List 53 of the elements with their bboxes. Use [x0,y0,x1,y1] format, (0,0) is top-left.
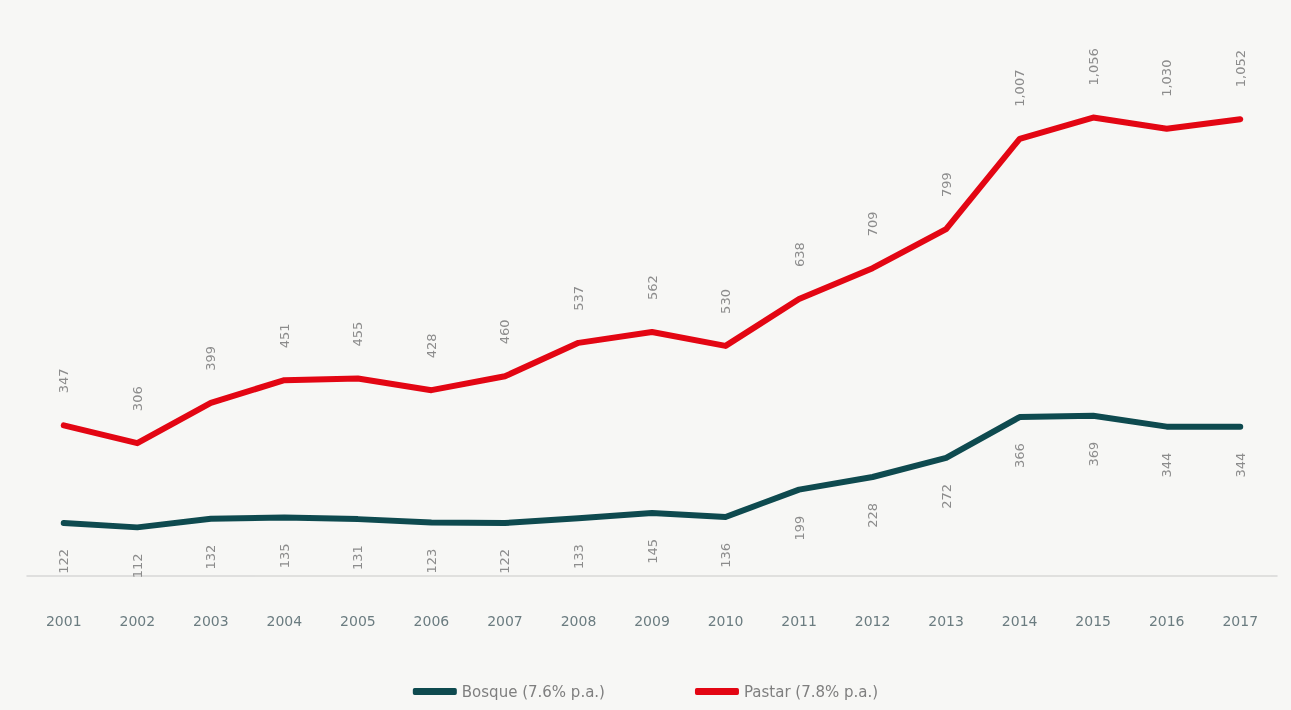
data-label: 122 [56,549,72,574]
data-label: 451 [276,323,292,349]
data-label: 347 [56,368,72,394]
x-tick-label: 2017 [1222,613,1259,629]
data-label: 344 [1232,452,1248,478]
data-label: 1,007 [1012,69,1028,107]
x-tick-label: 2016 [1148,613,1185,629]
data-label: 1,030 [1159,59,1175,97]
data-label: 366 [1012,443,1028,468]
x-tick-label: 2004 [266,613,303,629]
data-label: 306 [129,386,145,412]
x-tick-label: 2008 [560,613,597,629]
data-label: 199 [791,515,807,541]
data-label: 131 [350,545,366,570]
data-label: 228 [865,503,881,528]
data-label: 709 [865,211,881,237]
legend-label: Bosque (7.6% p.a.) [461,682,605,701]
data-label: 1,052 [1232,50,1248,88]
x-tick-label: 2002 [119,613,156,629]
x-tick-label: 2015 [1075,613,1111,629]
data-label: 455 [350,321,366,347]
data-label: 122 [497,549,513,574]
data-label: 123 [423,548,439,574]
x-tick-label: 2011 [781,613,817,629]
x-tick-label: 2013 [928,613,964,629]
data-label: 133 [570,544,586,570]
data-label: 799 [938,172,954,198]
x-tick-label: 2012 [854,613,891,629]
x-tick-label: 2005 [340,613,376,629]
data-label: 562 [644,275,660,300]
x-tick-label: 2009 [634,613,670,629]
data-label: 638 [791,242,807,267]
legend-label: Pastar (7.8% p.a.) [743,682,879,701]
x-tick-label: 2010 [707,613,744,629]
data-label: 272 [938,483,954,509]
data-label: 1,056 [1085,48,1101,86]
data-label: 537 [570,286,586,311]
data-label: 136 [718,542,734,568]
data-label: 145 [644,539,660,564]
x-tick-label: 2001 [45,613,82,629]
x-tick-label: 2003 [193,613,229,629]
data-label: 112 [129,553,145,579]
data-label: 530 [718,289,734,314]
x-tick-label: 2014 [1001,613,1038,629]
data-label: 135 [276,543,292,569]
data-label: 460 [497,319,513,345]
data-label: 344 [1159,452,1175,478]
data-label: 132 [203,544,219,570]
data-label: 369 [1085,441,1101,467]
data-label: 399 [203,345,219,371]
x-tick-label: 2007 [487,613,523,629]
data-label: 428 [423,333,439,359]
x-tick-label: 2006 [413,613,450,629]
